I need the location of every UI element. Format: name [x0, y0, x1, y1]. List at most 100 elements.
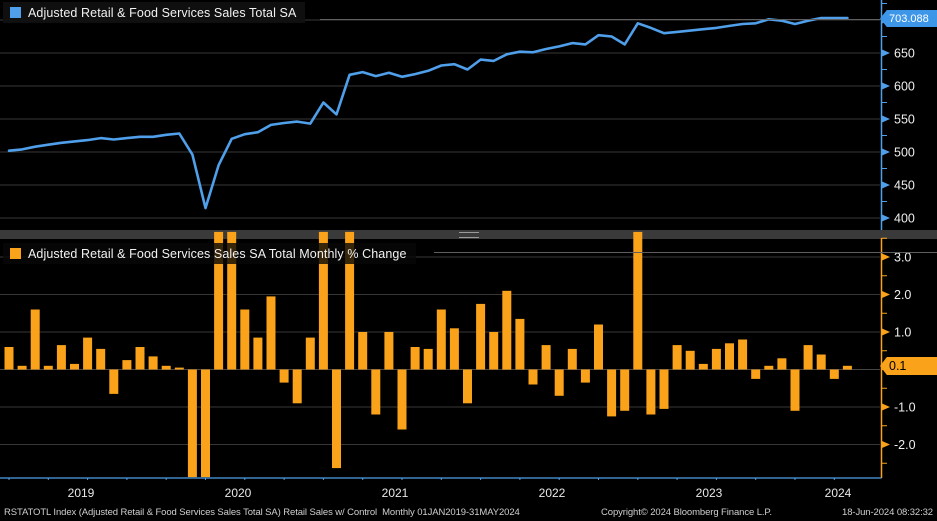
- monthly-change-bar: [659, 369, 669, 409]
- monthly-change-bar: [240, 309, 250, 370]
- monthly-change-bar: [685, 350, 695, 370]
- bottom-legend-label: Adjusted Retail & Food Services Sales SA…: [28, 246, 407, 261]
- monthly-change-bar: [227, 231, 237, 370]
- monthly-change-bar: [698, 363, 708, 370]
- monthly-change-bar: [17, 365, 27, 370]
- monthly-change-bar: [646, 369, 656, 415]
- y-axis-tick-label: -2.0: [894, 438, 916, 452]
- monthly-change-bar: [410, 347, 420, 370]
- sales-line-series: [7, 16, 849, 210]
- monthly-change-bar: [777, 358, 787, 370]
- y-axis-tick-label: 650: [894, 47, 915, 61]
- monthly-change-bar: [318, 231, 328, 370]
- line-chart-panel[interactable]: 650 600 550 500 450 400: [0, 0, 937, 238]
- x-axis-year-labels: 2019 2020 2021 2022 2023 2024: [0, 486, 937, 501]
- monthly-change-bar: [607, 369, 617, 417]
- monthly-change-bar: [358, 332, 368, 370]
- divider-drag-handle[interactable]: [459, 232, 479, 238]
- last-value-flag-bars: 0.1: [880, 357, 937, 375]
- monthly-change-bar: [423, 348, 433, 370]
- y-axis-major-tick: [882, 148, 890, 156]
- footer-datetime: 18-Jun-2024 08:32:32: [842, 507, 933, 518]
- monthly-change-bar: [4, 347, 14, 370]
- monthly-change-bar: [829, 369, 839, 379]
- top-legend-label: Adjusted Retail & Food Services Sales To…: [28, 5, 297, 20]
- monthly-change-bar: [305, 337, 315, 370]
- monthly-change-bar: [148, 356, 158, 370]
- monthly-change-bar: [253, 337, 263, 370]
- year-label: 2024: [824, 486, 852, 500]
- monthly-change-bar: [816, 354, 826, 370]
- monthly-change-bar: [384, 332, 394, 370]
- y-axis-tick-label: 3.0: [894, 251, 911, 265]
- monthly-change-bar: [201, 369, 210, 478]
- monthly-change-bar: [436, 309, 446, 370]
- monthly-change-bar: [135, 347, 145, 370]
- monthly-change-bar: [594, 324, 603, 370]
- monthly-change-bar: [738, 339, 748, 370]
- monthly-change-bar: [109, 369, 119, 394]
- monthly-change-bar: [541, 345, 551, 370]
- y-axis-major-tick: [882, 214, 890, 222]
- monthly-change-bar: [725, 343, 734, 370]
- y-axis-major-tick: [882, 115, 890, 123]
- y-axis-tick-label: 600: [894, 80, 915, 94]
- bottom-legend-separator-line: [434, 252, 937, 253]
- monthly-change-bar: [764, 365, 774, 370]
- y-axis-major-tick: [882, 49, 890, 57]
- monthly-change-bar: [620, 369, 630, 411]
- monthly-change-bar: [554, 369, 564, 396]
- monthly-change-bar: [214, 231, 224, 370]
- monthly-change-bar: [56, 345, 66, 370]
- monthly-change-bar: [751, 369, 761, 379]
- bar-chart-panel[interactable]: 3.0 2.0 1.0 -1.0 -2.0: [0, 228, 937, 480]
- y-axis-tick-label: 1.0: [894, 326, 911, 340]
- y-axis-tick-label: 550: [894, 113, 915, 127]
- y-axis-major-tick: [882, 328, 890, 336]
- monthly-change-bar: [96, 348, 106, 370]
- monthly-change-bar: [187, 369, 197, 478]
- y-axis-major-tick: [882, 403, 890, 411]
- monthly-change-bar: [449, 328, 459, 370]
- monthly-change-bar: [489, 332, 499, 370]
- last-value-flag-line: 703.088: [880, 10, 937, 27]
- y-axis-major-tick: [882, 253, 890, 261]
- footer-ticker-description: RSTATOTL Index (Adjusted Retail & Food S…: [4, 507, 520, 518]
- monthly-change-bar: [476, 303, 486, 370]
- top-legend: Adjusted Retail & Food Services Sales To…: [3, 2, 306, 23]
- year-label: 2022: [538, 486, 566, 500]
- monthly-change-bar: [528, 369, 538, 385]
- monthly-change-bar: [790, 369, 800, 411]
- monthly-change-bar: [842, 365, 852, 370]
- year-label: 2021: [381, 486, 409, 500]
- year-label: 2019: [67, 486, 95, 500]
- top-legend-separator-line: [320, 19, 937, 20]
- monthly-change-bar: [161, 365, 171, 370]
- monthly-change-bar: [43, 365, 53, 370]
- monthly-change-bar: [122, 360, 132, 370]
- monthly-change-bar: [567, 348, 577, 370]
- monthly-change-bar: [83, 337, 93, 370]
- y-axis-major-tick: [882, 181, 890, 189]
- line-series-swatch-icon: [10, 7, 21, 18]
- footer: RSTATOTL Index (Adjusted Retail & Food S…: [0, 504, 937, 521]
- y-axis-tick-label: 450: [894, 179, 915, 193]
- monthly-change-bar: [292, 369, 302, 404]
- monthly-change-bar: [463, 369, 472, 404]
- monthly-change-bar: [174, 367, 184, 370]
- monthly-change-bar: [672, 345, 682, 370]
- monthly-change-bar: [711, 348, 721, 370]
- year-label: 2023: [695, 486, 723, 500]
- monthly-change-bar: [30, 309, 40, 370]
- monthly-change-bar: [633, 231, 643, 370]
- monthly-change-bar: [266, 296, 276, 370]
- y-axis-tick-label: 2.0: [894, 288, 911, 302]
- panel-divider: [0, 230, 937, 239]
- y-axis-major-tick: [882, 441, 890, 448]
- y-axis-tick-label: 400: [894, 212, 915, 226]
- bar-series-swatch-icon: [10, 248, 21, 259]
- monthly-change-bar: [803, 345, 813, 370]
- y-axis-tick-label: 500: [894, 146, 915, 160]
- monthly-change-bar: [515, 318, 525, 370]
